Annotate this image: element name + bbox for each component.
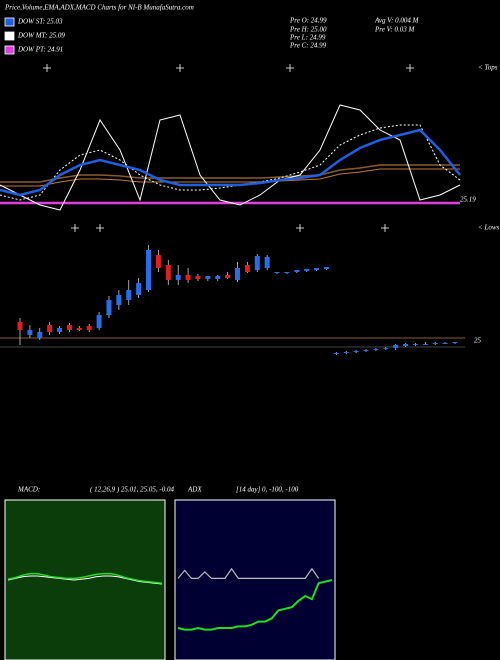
candle-body <box>17 322 23 330</box>
candle-body <box>323 267 329 269</box>
line-series <box>7 575 163 585</box>
candle-body <box>195 276 201 279</box>
candle-body <box>333 353 339 354</box>
candle-body <box>86 326 92 330</box>
legend-label: DOW PT: 24.91 <box>17 46 63 54</box>
candle-body <box>452 342 458 343</box>
candle-body <box>205 276 211 279</box>
markers <box>43 64 414 232</box>
line-series <box>0 164 460 183</box>
candle-body <box>126 290 132 300</box>
annotation: < Lows <box>478 224 500 232</box>
marker <box>381 224 389 232</box>
page-title: Price,Volume,EMA,ADX,MACD Charts for NI-… <box>4 4 194 12</box>
candle-body <box>185 275 191 280</box>
annotation: 25 <box>474 337 482 345</box>
candle-body <box>412 344 418 345</box>
legend-swatch <box>4 45 15 55</box>
legend-swatch <box>4 31 15 41</box>
candle-body <box>284 272 290 273</box>
candle-body <box>244 265 250 272</box>
candle-body <box>37 332 43 338</box>
line-series <box>7 572 163 584</box>
candle-body <box>235 268 240 280</box>
panel-background <box>174 499 336 660</box>
candle-body <box>383 348 389 349</box>
candle-body <box>432 343 438 344</box>
candle-body <box>136 283 142 295</box>
candle-body <box>274 272 280 273</box>
line-series <box>0 104 461 211</box>
candle-body <box>403 344 409 346</box>
candle-body <box>363 350 369 351</box>
candle-body <box>373 349 379 350</box>
candle-body <box>27 330 33 335</box>
marker <box>71 224 79 232</box>
candle-body <box>66 325 72 330</box>
candle-body <box>254 256 260 270</box>
marker <box>296 224 304 232</box>
marker <box>406 64 414 72</box>
stat-label: Pre L: 24.99 <box>289 34 326 42</box>
annotation: < Tops <box>478 64 498 72</box>
stat-label: Pre C: 24.99 <box>289 42 327 50</box>
candle-body <box>106 300 112 315</box>
marker <box>96 224 104 232</box>
candle-body <box>442 343 448 344</box>
candle-body <box>264 257 270 268</box>
line-series <box>0 128 461 197</box>
candle-body <box>353 351 359 352</box>
candle-body <box>96 315 102 328</box>
marker <box>176 64 184 72</box>
stat-label: Avg V: 0.004 M <box>374 17 420 25</box>
marker <box>286 64 294 72</box>
candle-body <box>146 250 152 290</box>
line-series <box>177 567 320 579</box>
panel-subtitle: ( 12,26,9 ) 25.01, 25.05, -0.04 <box>90 486 174 494</box>
candle-body <box>294 270 300 272</box>
panel-background <box>4 499 166 660</box>
line-series <box>0 168 460 187</box>
candle-body <box>47 325 53 332</box>
candle-body <box>215 276 221 279</box>
candle-body <box>76 328 82 330</box>
candle-body <box>155 255 161 268</box>
candle-body <box>116 295 122 305</box>
candle-body <box>304 269 310 271</box>
panel-title: ADX <box>187 486 202 494</box>
stat-label: Pre H: 25.00 <box>289 26 327 34</box>
marker <box>43 64 51 72</box>
candle-body <box>393 345 399 348</box>
annotation: 25.19 <box>460 196 476 204</box>
candle-body <box>165 265 171 280</box>
candle-body <box>225 275 231 278</box>
panel-subtitle: [14 day] 0, -100, -100 <box>236 486 299 494</box>
stat-label: Pre O: 24.99 <box>289 17 327 25</box>
legend-label: DOW ST: 25.03 <box>17 18 63 26</box>
candle-body <box>57 328 63 332</box>
legend-swatch <box>4 17 15 27</box>
line-series <box>177 579 333 631</box>
candle-body <box>343 352 349 353</box>
legend-label: DOW MT: 25.09 <box>17 32 65 40</box>
candle-body <box>175 275 181 280</box>
candle-body <box>314 268 320 270</box>
panel-title: MACD: <box>17 486 40 494</box>
stat-label: Pre V: 0.03 M <box>374 26 415 34</box>
candle-body <box>422 344 428 345</box>
